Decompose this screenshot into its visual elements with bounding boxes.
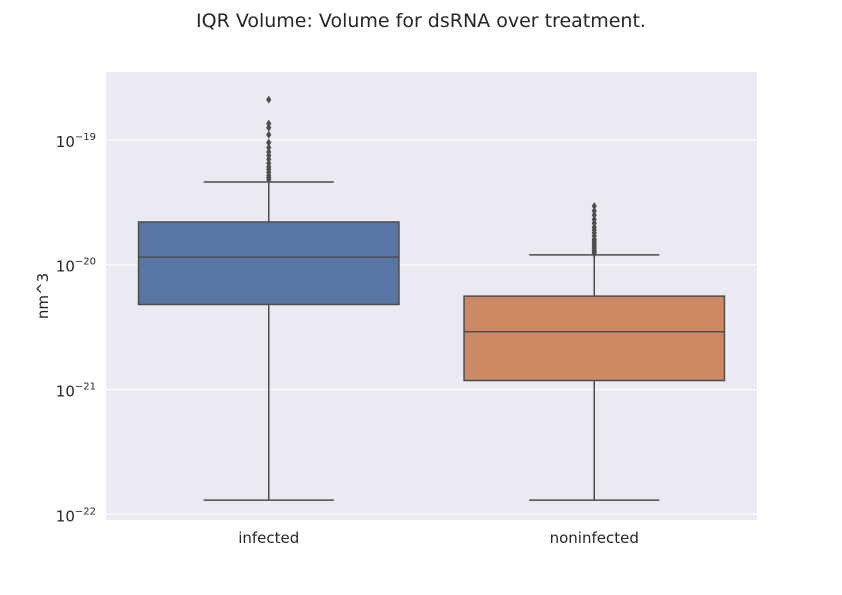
box-noninfected <box>463 202 726 501</box>
box-infected <box>137 95 400 501</box>
y-tick-exponent: −21 <box>75 381 96 392</box>
x-tick-label-noninfected: noninfected <box>550 529 639 547</box>
y-tick-label-1: 10−21 <box>56 381 96 400</box>
outlier-infected-14 <box>266 119 272 128</box>
outlier-infected-6 <box>266 159 272 168</box>
outlier-infected-10 <box>266 143 272 152</box>
iqr-box-noninfected <box>463 295 726 382</box>
y-axis-label: nm^3 <box>34 273 52 319</box>
outlier-noninfected-14 <box>591 215 597 224</box>
outlier-infected-9 <box>266 147 272 156</box>
outlier-infected-13 <box>266 123 272 132</box>
y-tick-base: 10 <box>56 382 75 400</box>
y-tick-exponent: −19 <box>75 132 96 143</box>
y-tick-exponent: −20 <box>75 257 96 268</box>
outlier-noninfected-16 <box>591 206 597 215</box>
outlier-infected-12 <box>266 130 272 139</box>
y-tick-label-0: 10−22 <box>56 506 96 525</box>
outlier-infected-11 <box>266 138 272 147</box>
boxes-layer <box>137 95 726 501</box>
x-tick-label-infected: infected <box>238 529 299 547</box>
chart-title: IQR Volume: Volume for dsRNA over treatm… <box>196 10 646 32</box>
y-tick-base: 10 <box>56 258 75 276</box>
x-tick-labels: infected noninfected <box>238 529 639 547</box>
outlier-noninfected-15 <box>591 211 597 220</box>
iqr-box-infected <box>137 221 400 306</box>
y-tick-label-2: 10−20 <box>56 257 96 276</box>
y-tick-base: 10 <box>56 133 75 151</box>
outlier-noninfected-17 <box>591 202 597 211</box>
outlier-infected-15 <box>266 95 272 104</box>
y-tick-base: 10 <box>56 507 75 525</box>
y-tick-label-3: 10−19 <box>56 132 96 151</box>
y-tick-exponent: −22 <box>75 506 96 517</box>
